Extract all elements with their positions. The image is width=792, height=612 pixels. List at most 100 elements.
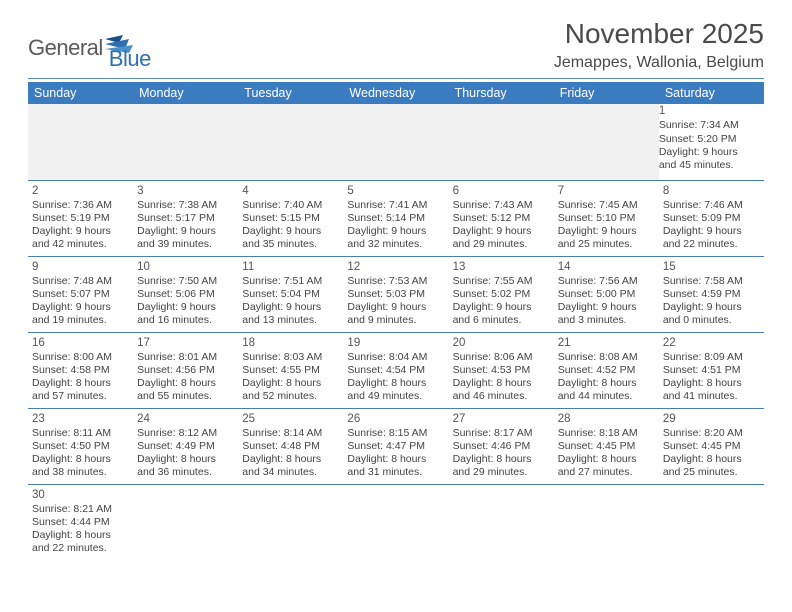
- sunset-line: Sunset: 4:51 PM: [663, 364, 760, 377]
- sunrise-line: Sunrise: 8:20 AM: [663, 427, 760, 440]
- sunset-line: Sunset: 5:04 PM: [242, 288, 339, 301]
- daylight-line-2: and 38 minutes.: [32, 466, 129, 479]
- day-number: 15: [663, 260, 760, 274]
- dayname: Tuesday: [238, 82, 343, 104]
- calendar-cell: 6Sunrise: 7:43 AMSunset: 5:12 PMDaylight…: [449, 180, 554, 256]
- calendar-body: 1Sunrise: 7:34 AMSunset: 5:20 PMDaylight…: [28, 104, 764, 560]
- daylight-line-1: Daylight: 9 hours: [659, 146, 764, 159]
- calendar-cell: 16Sunrise: 8:00 AMSunset: 4:58 PMDayligh…: [28, 332, 133, 408]
- sunrise-line: Sunrise: 7:38 AM: [137, 199, 234, 212]
- calendar-week: 23Sunrise: 8:11 AMSunset: 4:50 PMDayligh…: [28, 408, 764, 484]
- sunset-line: Sunset: 4:45 PM: [663, 440, 760, 453]
- day-number: 29: [663, 412, 760, 426]
- sunrise-line: Sunrise: 7:55 AM: [453, 275, 550, 288]
- calendar-cell: 4Sunrise: 7:40 AMSunset: 5:15 PMDaylight…: [238, 180, 343, 256]
- daylight-line-2: and 19 minutes.: [32, 314, 129, 327]
- daylight-line-2: and 49 minutes.: [347, 390, 444, 403]
- daylight-line-2: and 6 minutes.: [453, 314, 550, 327]
- sunset-line: Sunset: 4:59 PM: [663, 288, 760, 301]
- daylight-line-1: Daylight: 9 hours: [663, 301, 760, 314]
- sunrise-line: Sunrise: 8:01 AM: [137, 351, 234, 364]
- daylight-line-1: Daylight: 9 hours: [242, 225, 339, 238]
- daylight-line-2: and 3 minutes.: [558, 314, 655, 327]
- daylight-line-1: Daylight: 8 hours: [347, 377, 444, 390]
- dayname: Friday: [554, 82, 659, 104]
- day-number: 24: [137, 412, 234, 426]
- sunset-line: Sunset: 5:07 PM: [32, 288, 129, 301]
- dayname-row: Sunday Monday Tuesday Wednesday Thursday…: [28, 82, 764, 104]
- sunset-line: Sunset: 4:58 PM: [32, 364, 129, 377]
- daylight-line-1: Daylight: 9 hours: [453, 225, 550, 238]
- day-number: 26: [347, 412, 444, 426]
- daylight-line-2: and 36 minutes.: [137, 466, 234, 479]
- day-number: 17: [137, 336, 234, 350]
- header: General Blue November 2025 Jemappes, Wal…: [28, 18, 764, 72]
- dayname: Saturday: [659, 82, 764, 104]
- day-number: 14: [558, 260, 655, 274]
- daylight-line-2: and 9 minutes.: [347, 314, 444, 327]
- daylight-line-1: Daylight: 8 hours: [242, 453, 339, 466]
- calendar-cell: [28, 104, 133, 180]
- calendar-cell: 17Sunrise: 8:01 AMSunset: 4:56 PMDayligh…: [133, 332, 238, 408]
- calendar-cell: [133, 484, 238, 560]
- sunset-line: Sunset: 5:10 PM: [558, 212, 655, 225]
- calendar-cell: [449, 104, 554, 180]
- daylight-line-2: and 29 minutes.: [453, 466, 550, 479]
- daylight-line-1: Daylight: 8 hours: [32, 377, 129, 390]
- sunrise-line: Sunrise: 8:12 AM: [137, 427, 234, 440]
- daylight-line-2: and 22 minutes.: [663, 238, 760, 251]
- daylight-line-1: Daylight: 8 hours: [137, 377, 234, 390]
- sunset-line: Sunset: 4:48 PM: [242, 440, 339, 453]
- daylight-line-2: and 25 minutes.: [558, 238, 655, 251]
- sunset-line: Sunset: 4:46 PM: [453, 440, 550, 453]
- calendar-cell: [554, 104, 659, 180]
- daylight-line-2: and 32 minutes.: [347, 238, 444, 251]
- title-block: November 2025 Jemappes, Wallonia, Belgiu…: [554, 18, 764, 72]
- sunrise-line: Sunrise: 7:58 AM: [663, 275, 760, 288]
- daylight-line-2: and 34 minutes.: [242, 466, 339, 479]
- sunrise-line: Sunrise: 8:09 AM: [663, 351, 760, 364]
- calendar-page: General Blue November 2025 Jemappes, Wal…: [0, 0, 792, 560]
- sunrise-line: Sunrise: 7:53 AM: [347, 275, 444, 288]
- day-number: 25: [242, 412, 339, 426]
- sunset-line: Sunset: 4:47 PM: [347, 440, 444, 453]
- sunset-line: Sunset: 4:45 PM: [558, 440, 655, 453]
- day-number: 21: [558, 336, 655, 350]
- daylight-line-1: Daylight: 9 hours: [137, 301, 234, 314]
- sunset-line: Sunset: 5:15 PM: [242, 212, 339, 225]
- calendar-cell: 15Sunrise: 7:58 AMSunset: 4:59 PMDayligh…: [659, 256, 764, 332]
- daylight-line-1: Daylight: 8 hours: [453, 453, 550, 466]
- calendar-cell: 25Sunrise: 8:14 AMSunset: 4:48 PMDayligh…: [238, 408, 343, 484]
- daylight-line-1: Daylight: 8 hours: [558, 377, 655, 390]
- daylight-line-1: Daylight: 8 hours: [558, 453, 655, 466]
- calendar-cell: 28Sunrise: 8:18 AMSunset: 4:45 PMDayligh…: [554, 408, 659, 484]
- calendar-cell: 12Sunrise: 7:53 AMSunset: 5:03 PMDayligh…: [343, 256, 448, 332]
- calendar-cell: 8Sunrise: 7:46 AMSunset: 5:09 PMDaylight…: [659, 180, 764, 256]
- daylight-line-1: Daylight: 9 hours: [663, 225, 760, 238]
- calendar-cell: [343, 104, 448, 180]
- sunrise-line: Sunrise: 7:41 AM: [347, 199, 444, 212]
- sunset-line: Sunset: 5:14 PM: [347, 212, 444, 225]
- location: Jemappes, Wallonia, Belgium: [554, 54, 764, 72]
- logo: General Blue: [28, 24, 151, 72]
- sunrise-line: Sunrise: 7:43 AM: [453, 199, 550, 212]
- daylight-line-2: and 46 minutes.: [453, 390, 550, 403]
- sunset-line: Sunset: 4:56 PM: [137, 364, 234, 377]
- daylight-line-2: and 41 minutes.: [663, 390, 760, 403]
- sunset-line: Sunset: 4:55 PM: [242, 364, 339, 377]
- sunrise-line: Sunrise: 7:45 AM: [558, 199, 655, 212]
- logo-text-general: General: [28, 35, 103, 61]
- sunrise-line: Sunrise: 8:21 AM: [32, 503, 129, 516]
- month-title: November 2025: [554, 18, 764, 50]
- daylight-line-1: Daylight: 8 hours: [453, 377, 550, 390]
- daylight-line-2: and 25 minutes.: [663, 466, 760, 479]
- calendar-cell: [238, 484, 343, 560]
- calendar-cell: 29Sunrise: 8:20 AMSunset: 4:45 PMDayligh…: [659, 408, 764, 484]
- daylight-line-2: and 13 minutes.: [242, 314, 339, 327]
- calendar-cell: [659, 484, 764, 560]
- sunrise-line: Sunrise: 8:06 AM: [453, 351, 550, 364]
- daylight-line-1: Daylight: 9 hours: [242, 301, 339, 314]
- sunrise-line: Sunrise: 8:00 AM: [32, 351, 129, 364]
- calendar-cell: [133, 104, 238, 180]
- sunrise-line: Sunrise: 7:56 AM: [558, 275, 655, 288]
